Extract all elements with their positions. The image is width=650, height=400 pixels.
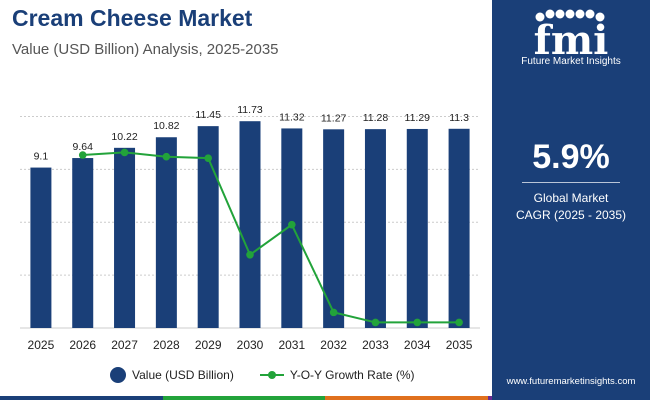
growth-point: [455, 318, 463, 327]
x-tick-label: 2028: [153, 338, 180, 352]
bar: [72, 158, 94, 328]
growth-point: [120, 148, 129, 157]
x-tick-label: 2033: [362, 338, 389, 352]
bar: [406, 128, 428, 328]
bar-value-label: 11.3: [449, 112, 469, 124]
cagr-label: Global Market CAGR (2025 - 2035): [492, 190, 650, 224]
bar: [448, 128, 470, 328]
legend-item-growth: Y-O-Y Growth Rate (%): [259, 368, 415, 382]
legend-line-dot: [267, 371, 276, 379]
bar-value-label: 10.22: [111, 131, 137, 143]
legend-bar-label: Value (USD Billion): [132, 368, 234, 382]
x-tick-label: 2034: [404, 338, 431, 352]
bar: [114, 147, 136, 328]
growth-point: [413, 318, 422, 327]
x-tick-label: 2031: [278, 338, 305, 352]
bar: [155, 137, 177, 328]
legend-line-swatch: [259, 371, 284, 379]
growth-point: [78, 151, 87, 159]
logo-text: fmi: [534, 17, 609, 64]
legend-item-value: Value (USD Billion): [110, 367, 234, 383]
x-tick-label: 2035: [446, 338, 473, 352]
bar-value-label: 9.1: [34, 151, 49, 163]
logo-icons: [535, 9, 605, 22]
cagr-separator: [522, 182, 620, 183]
growth-point: [204, 154, 212, 162]
bar-value-label: 10.82: [153, 120, 179, 132]
cagr-label-line2: CAGR (2025 - 2035): [515, 208, 627, 222]
bottom-bar-segment-2: [162, 396, 325, 400]
bar: [323, 129, 345, 328]
logo-subtext: Future Market Insights: [521, 56, 621, 67]
chart-title: Cream Cheese Market: [12, 5, 253, 31]
x-tick-label: 2029: [195, 338, 222, 352]
legend-bar-swatch: [110, 367, 126, 383]
growth-point: [162, 152, 171, 161]
growth-point: [329, 308, 338, 317]
bar: [364, 129, 386, 328]
x-tick-label: 2025: [28, 338, 55, 352]
growth-point: [288, 220, 296, 229]
side-panel: fmi Future Market Insights 5.9% Global M…: [492, 0, 650, 400]
fmi-logo: fmi: [534, 9, 609, 64]
bar-value-label: 11.28: [363, 112, 389, 124]
bar-value-label: 9.64: [73, 141, 94, 153]
bar: [197, 126, 219, 328]
cagr-label-line1: Global Market: [533, 191, 609, 205]
bar-value-label: 11.29: [405, 112, 431, 124]
growth-point: [246, 250, 254, 259]
bar-value-label: 11.27: [321, 112, 347, 124]
x-tick-label: 2032: [320, 338, 347, 352]
growth-line: [82, 151, 460, 324]
bar-value-label: 11.45: [195, 109, 221, 121]
bar-value-label: 11.32: [279, 111, 305, 123]
x-tick-label: 2026: [69, 338, 96, 352]
growth-point: [371, 318, 380, 327]
x-tick-label: 2030: [237, 338, 264, 352]
x-tick-label: 2027: [111, 338, 138, 352]
bar: [239, 121, 261, 329]
legend: Value (USD Billion) Y-O-Y Growth Rate (%…: [110, 367, 415, 383]
bottom-bar-segment-3: [325, 396, 488, 400]
legend-line-label: Y-O-Y Growth Rate (%): [289, 368, 415, 382]
website-link[interactable]: www.futuremarketinsights.com: [506, 376, 636, 387]
bar-value-label: 11.73: [237, 104, 263, 116]
bar-line-chart: 9.1 2025 9.64 2026 10.22 2027 10.82 2028 11.45 20…: [20, 104, 480, 352]
cagr-value: 5.9%: [532, 138, 610, 176]
bar: [30, 167, 52, 328]
chart-subtitle: Value (USD Billion) Analysis, 2025-2035: [12, 41, 279, 58]
bottom-bar-segment-1: [0, 396, 163, 400]
